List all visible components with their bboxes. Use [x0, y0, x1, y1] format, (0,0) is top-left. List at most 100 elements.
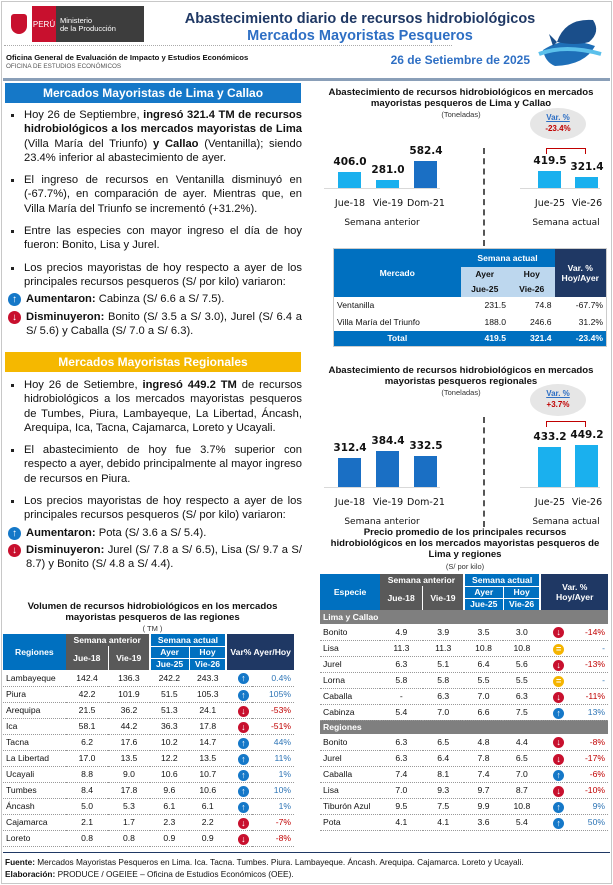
footer-divider	[3, 852, 610, 853]
arrow-up-icon: ↑	[237, 769, 249, 781]
table-cell: 11.3	[422, 640, 464, 657]
table-cell: 3.0	[503, 624, 541, 641]
divider	[4, 45, 452, 46]
table-cell: 9%	[567, 798, 608, 815]
table-cell: Lisa	[320, 782, 381, 799]
group-label: Semana actual	[532, 218, 600, 228]
price-table-title: Precio promedio de los principales recur…	[330, 527, 600, 560]
table-cell: Caballa	[320, 688, 381, 705]
table-cell: 44%	[251, 734, 294, 751]
table-cell: 7.0	[463, 688, 504, 705]
table-cell: 7.5	[422, 798, 464, 815]
trend-cell: ↑	[226, 750, 252, 767]
header-var: Var. % Hoy/Ayer	[554, 248, 607, 297]
bar-value-label: 406.0	[333, 156, 367, 169]
table-row: Áncash 5.0 5.3 6.1 6.1 ↑ 1%	[3, 798, 294, 815]
lima-market-table: Mercado Semana actual Var. % Hoy/Ayer Ayer H…	[333, 248, 607, 347]
table-cell: 3.5	[463, 624, 504, 641]
variation-bubble: Var. % +3.7%	[530, 384, 586, 416]
bar-value-label: 281.0	[371, 164, 405, 176]
group-label: Semana anterior	[344, 218, 420, 228]
trend-cell: ↑	[540, 704, 568, 721]
table-cell: -	[567, 640, 608, 657]
table-cell: 24.1	[189, 702, 227, 719]
table-cell: 8.8	[65, 766, 109, 783]
arrow-up-icon: ↑	[237, 737, 249, 749]
x-tick-label: Jue-25	[534, 497, 566, 508]
table-row: Bonito 6.3 6.5 4.8 4.4 ↓ -8%	[320, 734, 608, 751]
table-cell: 6.4	[422, 750, 464, 767]
table-cell: 4.4	[503, 734, 541, 751]
lima-summary: Hoy 26 de Septiembre, ingresó 321.4 TM d…	[4, 108, 302, 341]
table-cell: 5.0	[65, 798, 109, 815]
table-cell: Lisa	[320, 640, 381, 657]
table-cell: Tumbes	[3, 782, 66, 799]
table-cell: 10.8	[503, 798, 541, 815]
logo-ministry: Ministerio de la Producción	[56, 6, 144, 42]
header-var: Var% Ayer/Hoy	[225, 634, 294, 670]
table-row: Lisa 11.3 11.3 10.8 10.8 = -	[320, 640, 608, 657]
table-cell: -7%	[251, 814, 294, 831]
bar-value-label: 384.4	[371, 435, 405, 448]
header-ayer: Ayer	[149, 645, 190, 658]
table-cell: Loreto	[3, 830, 66, 847]
lima-bullet-3: Entre las especies con mayor ingreso el …	[4, 224, 302, 253]
table-cell: Tacna	[3, 734, 66, 751]
table-cell: 3.9	[422, 624, 464, 641]
group-row: Lima y Callao	[320, 610, 608, 624]
table-cell: -17%	[567, 750, 608, 767]
arrow-down-icon: ↓	[237, 705, 249, 717]
trend-cell: ↓	[226, 830, 252, 847]
footer: Fuente: Mercados Mayoristas Pesqueros en…	[5, 856, 524, 880]
table-cell: 3.6	[463, 814, 504, 831]
table-cell: 44.2	[108, 718, 150, 735]
table-cell: 5.4	[503, 814, 541, 831]
region-volume-table: Regiones Semana anterior Semana actual Var%…	[3, 634, 294, 847]
arrow-up-icon: ↑	[553, 801, 565, 813]
table-row: Piura 42.2 101.9 51.5 105.3 ↑ 105%	[3, 686, 294, 703]
header-ayer: Ayer	[463, 585, 504, 598]
table-cell: -	[380, 688, 423, 705]
table-cell: 4.9	[380, 624, 423, 641]
arrow-down-icon: ↓	[237, 833, 249, 845]
table-cell: -6%	[567, 766, 608, 783]
header-jue-18: Jue-18	[380, 586, 424, 610]
variation-label: Var. %	[546, 113, 570, 122]
table-cell: Lambayeque	[3, 670, 66, 687]
table-cell: 58.1	[65, 718, 109, 735]
table-cell: 8.1	[422, 766, 464, 783]
arrow-up-icon: ↑	[8, 293, 21, 307]
arrow-down-icon: ↓	[8, 310, 21, 324]
total-cell: 321.4	[529, 333, 552, 344]
table-cell: 7.5	[503, 704, 541, 721]
table-cell: Cajamarca	[3, 814, 66, 831]
lima-price-down: ↓ Disminuyeron: Bonito (S/ 3.5 a S/ 3.0),…	[4, 310, 302, 339]
footer-elaboration: Elaboración: PRODUCE / OGEIEE – Oficina …	[5, 869, 294, 879]
table-cell: 14.7	[189, 734, 227, 751]
table-cell: 5.3	[108, 798, 150, 815]
regional-price-down: ↓ Disminuyeron: Jurel (S/ 7.8 a S/ 6.5), …	[4, 543, 302, 572]
table-cell: 242.2	[149, 670, 190, 687]
arrow-down-icon: ↓	[553, 737, 565, 749]
lima-bullet-1: Hoy 26 de Septiembre, ingresó 321.4 TM d…	[4, 108, 302, 165]
table-cell: 6.3	[380, 656, 423, 673]
table-cell: 5.1	[422, 656, 464, 673]
table-cell: Caballa	[320, 766, 381, 783]
arrow-down-icon: ↓	[553, 627, 565, 639]
table-cell: 1%	[251, 798, 294, 815]
table-cell: -11%	[567, 688, 608, 705]
arrow-down-icon: ↓	[553, 785, 565, 797]
regional-supply-chart: Abastecimiento de recursos hidrobiológic…	[312, 359, 610, 527]
table-cell: 21.5	[65, 702, 109, 719]
variation-label: Var. %	[546, 389, 570, 398]
table-cell: Áncash	[3, 798, 66, 815]
total-cell: Total	[387, 333, 408, 344]
bar	[338, 457, 361, 487]
table-cell: 0.9	[149, 830, 190, 847]
table-cell: 10%	[251, 782, 294, 799]
coat-of-arms-icon	[6, 6, 32, 42]
header-hoy: Hoy	[189, 645, 227, 658]
table-cell: 5.5	[503, 672, 541, 689]
table-row: Ucayali 8.8 9.0 10.6 10.7 ↑ 1%	[3, 766, 294, 783]
x-tick-label: Jue-25	[534, 198, 566, 209]
